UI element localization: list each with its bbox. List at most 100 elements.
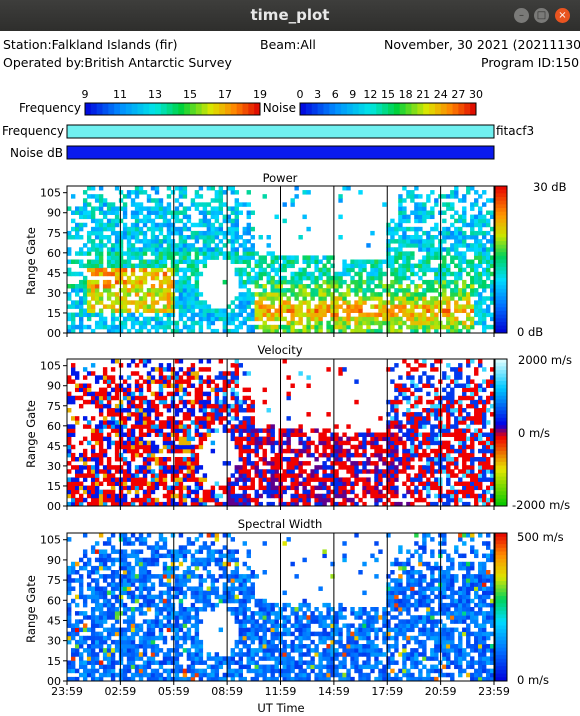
data-cell [402,259,407,264]
data-cell [178,202,184,207]
data-cell [302,469,307,474]
data-cell [142,190,148,195]
scale-swatch [300,103,307,115]
data-cell [414,218,419,224]
data-cell [466,284,471,289]
data-cell [406,218,411,224]
data-cell [446,328,451,334]
data-cell [406,371,411,376]
data-cell [422,448,427,454]
data-cell [226,420,232,425]
data-cell [210,379,216,384]
data-cell [430,324,435,330]
data-cell [474,473,479,478]
close-button[interactable]: × [555,8,570,23]
data-cell [302,485,307,491]
data-cell [118,557,124,563]
data-cell [146,408,152,413]
data-cell [74,676,80,682]
data-cell [342,324,347,330]
data-cell [130,316,136,322]
data-cell [118,235,124,240]
data-cell [170,292,176,297]
data-cell [410,444,415,450]
data-cell [94,198,100,203]
data-cell [122,648,128,653]
data-cell [186,399,192,405]
data-cell [118,578,124,583]
data-cell [158,379,164,384]
data-cell [114,598,120,604]
data-cell [198,320,204,326]
data-cell [174,243,180,248]
data-cell [390,452,395,458]
data-cell [474,255,479,260]
data-cell [442,292,447,297]
data-cell [106,239,112,244]
y-tick-label: 15 [47,480,61,493]
data-cell [170,190,176,195]
data-cell [90,371,96,376]
minimize-button[interactable]: – [514,8,529,23]
data-cell [486,230,491,236]
data-cell [270,477,275,482]
data-cell [246,324,251,330]
data-cell [158,465,164,470]
maximize-button[interactable]: □ [534,8,549,23]
data-cell [86,235,92,240]
data-cell [134,230,140,236]
data-cell [134,440,140,446]
data-cell [226,497,232,503]
data-cell [158,399,164,405]
data-cell [226,251,232,256]
data-cell [122,481,128,486]
scale-tick-label: 11 [113,88,127,101]
data-cell [114,672,120,678]
data-cell [334,304,339,309]
data-cell [118,271,124,277]
data-cell [342,477,347,482]
data-cell [478,214,483,220]
data-cell [74,395,80,401]
data-cell [194,284,200,289]
data-cell [102,497,108,503]
data-cell [118,308,124,313]
data-cell [138,259,144,264]
data-cell [90,296,96,301]
data-cell [298,465,303,470]
data-cell [298,288,303,293]
data-cell [246,230,251,236]
data-cell [186,296,192,301]
data-cell [86,259,92,264]
data-cell [238,267,243,273]
data-cell [118,387,124,393]
y-tick-label: 45 [47,440,61,453]
data-cell [174,247,180,252]
colorbar-swatch [495,494,507,500]
data-cell [266,461,271,466]
data-cell [170,271,176,277]
colorbar-swatch [495,277,507,283]
data-cell [234,296,239,301]
data-cell [358,432,363,437]
data-cell [446,316,451,322]
data-cell [458,489,463,495]
data-cell [190,469,196,474]
data-cell [138,395,144,401]
data-cell [374,485,379,491]
data-cell [362,452,367,458]
noise-strip-label: Noise dB [10,146,63,160]
data-cell [162,465,168,470]
data-cell [414,328,419,334]
data-cell [414,489,419,495]
data-cell [158,206,164,211]
data-cell [222,308,228,313]
data-cell [70,497,76,503]
data-cell [118,497,124,503]
data-cell [118,656,124,661]
data-cell [266,501,271,507]
data-cell [102,210,108,215]
data-cell [350,267,355,273]
data-cell [470,275,475,281]
data-cell [394,320,399,326]
